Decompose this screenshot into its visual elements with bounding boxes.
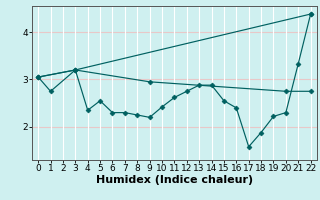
X-axis label: Humidex (Indice chaleur): Humidex (Indice chaleur): [96, 175, 253, 185]
